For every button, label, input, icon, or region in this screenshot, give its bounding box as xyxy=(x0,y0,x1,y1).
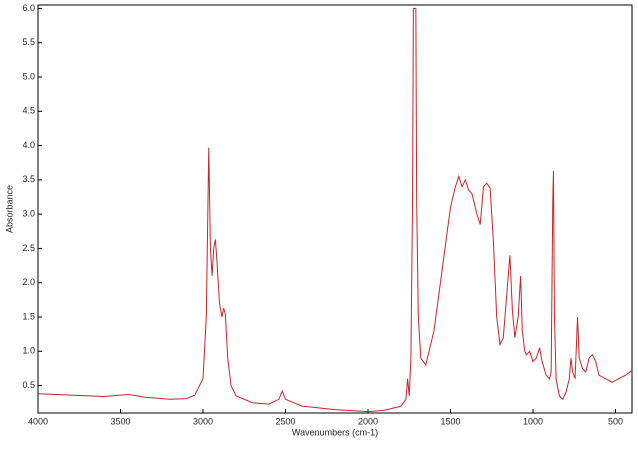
x-tick-label: 500 xyxy=(608,416,623,426)
y-tick-label: 0.5 xyxy=(22,380,35,390)
plot-area xyxy=(37,4,633,414)
y-tick-label: 2.5 xyxy=(22,243,35,253)
y-tick-label: 5.5 xyxy=(22,37,35,47)
y-tick-label: 3.0 xyxy=(22,209,35,219)
y-tick-label: 1.5 xyxy=(22,311,35,321)
x-tick-label: 3500 xyxy=(110,416,130,426)
y-tick-label: 4.0 xyxy=(22,140,35,150)
spectrum-line xyxy=(38,7,632,413)
x-tick-label: 2000 xyxy=(358,416,378,426)
x-tick-label: 2500 xyxy=(275,416,295,426)
y-tick-label: 5.0 xyxy=(22,71,35,81)
x-axis-title: Wavenumbers (cm-1) xyxy=(292,427,378,437)
y-tick-label: 6.0 xyxy=(22,3,35,13)
x-tick-label: 1500 xyxy=(440,416,460,426)
y-tick-label: 2.0 xyxy=(22,277,35,287)
y-tick-label: 4.5 xyxy=(22,106,35,116)
x-tick-label: 1000 xyxy=(523,416,543,426)
x-tick-label: 3000 xyxy=(193,416,213,426)
x-tick-label: 4000 xyxy=(28,416,48,426)
y-axis-title: Absorbance xyxy=(4,185,14,233)
y-tick-label: 1.0 xyxy=(22,346,35,356)
y-tick-label: 3.5 xyxy=(22,174,35,184)
